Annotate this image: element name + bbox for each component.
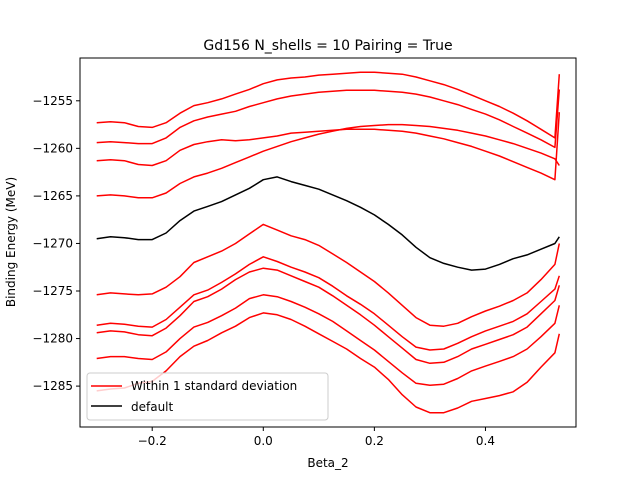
y-tick-label: −1280 <box>32 332 73 346</box>
series-line-7 <box>96 256 561 351</box>
y-axis-label: Binding Energy (MeV) <box>4 177 18 307</box>
x-tick-label: 0.4 <box>476 434 495 448</box>
series-line-2 <box>96 89 561 149</box>
y-axis-ticks: −1255 −1260 −1265 −1270 −1275 −1280 −1285 <box>32 94 80 393</box>
series-line-6 <box>96 223 561 327</box>
legend-label-std: Within 1 standard deviation <box>131 379 297 393</box>
x-tick-label: 0.2 <box>365 434 384 448</box>
series-line-9 <box>96 294 561 386</box>
y-tick-label: −1270 <box>32 236 73 250</box>
y-tick-label: −1260 <box>32 141 73 155</box>
legend: Within 1 standard deviation default <box>86 372 329 421</box>
series-line-5 <box>96 176 560 271</box>
y-tick-label: −1255 <box>32 94 73 108</box>
x-axis-label: Beta_2 <box>307 456 348 470</box>
series-lines <box>96 71 561 414</box>
x-tick-label: 0.0 <box>254 434 273 448</box>
series-line-4 <box>96 123 560 199</box>
x-axis-ticks: −0.2 0.0 0.2 0.4 <box>138 427 495 448</box>
legend-box <box>86 372 329 421</box>
series-line-3 <box>96 112 561 181</box>
legend-label-default: default <box>131 400 174 414</box>
plot-frame <box>79 57 577 428</box>
x-tick-label: −0.2 <box>138 434 167 448</box>
series-line-1 <box>96 71 561 139</box>
series-line-10 <box>96 312 561 414</box>
y-tick-label: −1265 <box>32 189 73 203</box>
y-tick-label: −1275 <box>32 284 73 298</box>
series-line-8 <box>96 267 561 365</box>
chart-title: Gd156 N_shells = 10 Pairing = True <box>203 38 452 54</box>
y-tick-label: −1285 <box>32 379 73 393</box>
